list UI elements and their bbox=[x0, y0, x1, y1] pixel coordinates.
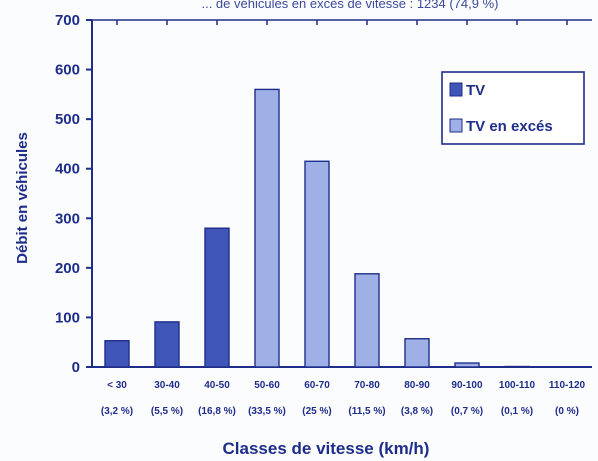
y-tick-label: 600 bbox=[55, 62, 80, 79]
x-tick-percent-label: (3,2 %) bbox=[101, 406, 133, 417]
x-tick-labels: < 30 (3,2 %) 30-40 (5,5 %) 40-50 (16,8 %) 50-6… bbox=[101, 380, 586, 417]
legend-swatch-tv bbox=[449, 82, 463, 97]
bar-tv bbox=[154, 321, 180, 368]
y-tick-label: 300 bbox=[55, 210, 80, 227]
y-tick-label: 0 bbox=[72, 359, 80, 376]
x-tick-label: 80-90 bbox=[404, 380, 430, 391]
x-tick-percent-label: (33,5 %) bbox=[248, 406, 286, 417]
bar-tv-en-exces bbox=[454, 362, 480, 368]
x-tick-label: 100-110 bbox=[499, 380, 536, 391]
bar-tv-en-exces bbox=[404, 338, 430, 368]
x-tick-label: 110-120 bbox=[549, 380, 586, 391]
legend-box bbox=[441, 71, 585, 145]
x-tick-label: 70-80 bbox=[354, 380, 380, 391]
legend: TV TV en excés bbox=[441, 71, 585, 145]
bar-tv-en-exces bbox=[304, 160, 330, 368]
x-tick-percent-label: (5,5 %) bbox=[151, 406, 183, 417]
x-axis-label: Classes de vitesse (km/h) bbox=[223, 439, 430, 458]
x-tick-percent-label: (11,5 %) bbox=[348, 406, 385, 417]
x-tick-label: 40-50 bbox=[204, 380, 230, 391]
bar-tv-en-exces bbox=[354, 273, 380, 368]
x-tick-percent-label: (3,8 %) bbox=[401, 406, 433, 417]
x-tick-label: 30-40 bbox=[154, 380, 180, 391]
bar-tv bbox=[204, 227, 230, 368]
x-tick-label: 50-60 bbox=[254, 380, 280, 391]
bars-group bbox=[104, 88, 530, 368]
legend-label-tv: TV bbox=[466, 82, 485, 99]
legend-label-tv-en-exces: TV en excés bbox=[466, 118, 553, 135]
x-tick-label: 90-100 bbox=[451, 380, 483, 391]
y-axis-label: Débit en véhicules bbox=[14, 132, 31, 264]
x-tick-percent-label: (0 %) bbox=[555, 406, 579, 417]
y-tick-label: 200 bbox=[55, 260, 80, 277]
x-tick-percent-label: (16,8 %) bbox=[198, 406, 236, 417]
y-tick-label: 500 bbox=[55, 111, 80, 128]
bar-tv bbox=[104, 340, 130, 368]
x-tick-percent-label: (0,7 %) bbox=[451, 406, 483, 417]
x-tick-label: 60-70 bbox=[304, 380, 330, 391]
chart-title: ... de véhicules en excès de vitesse : 1… bbox=[201, 0, 498, 11]
legend-swatch-tv-en-exces bbox=[449, 118, 463, 133]
x-tick-label: < 30 bbox=[107, 380, 127, 391]
y-tick-label: 100 bbox=[55, 309, 80, 326]
bar-tv-en-exces bbox=[254, 88, 280, 368]
x-tick-percent-label: (0,1 %) bbox=[501, 406, 533, 417]
y-tick-label: 400 bbox=[55, 161, 80, 178]
y-tick-labels: 0 100 200 300 400 500 600 700 bbox=[55, 12, 80, 376]
y-tick-label: 700 bbox=[55, 12, 80, 29]
x-tick-percent-label: (25 %) bbox=[302, 406, 331, 417]
